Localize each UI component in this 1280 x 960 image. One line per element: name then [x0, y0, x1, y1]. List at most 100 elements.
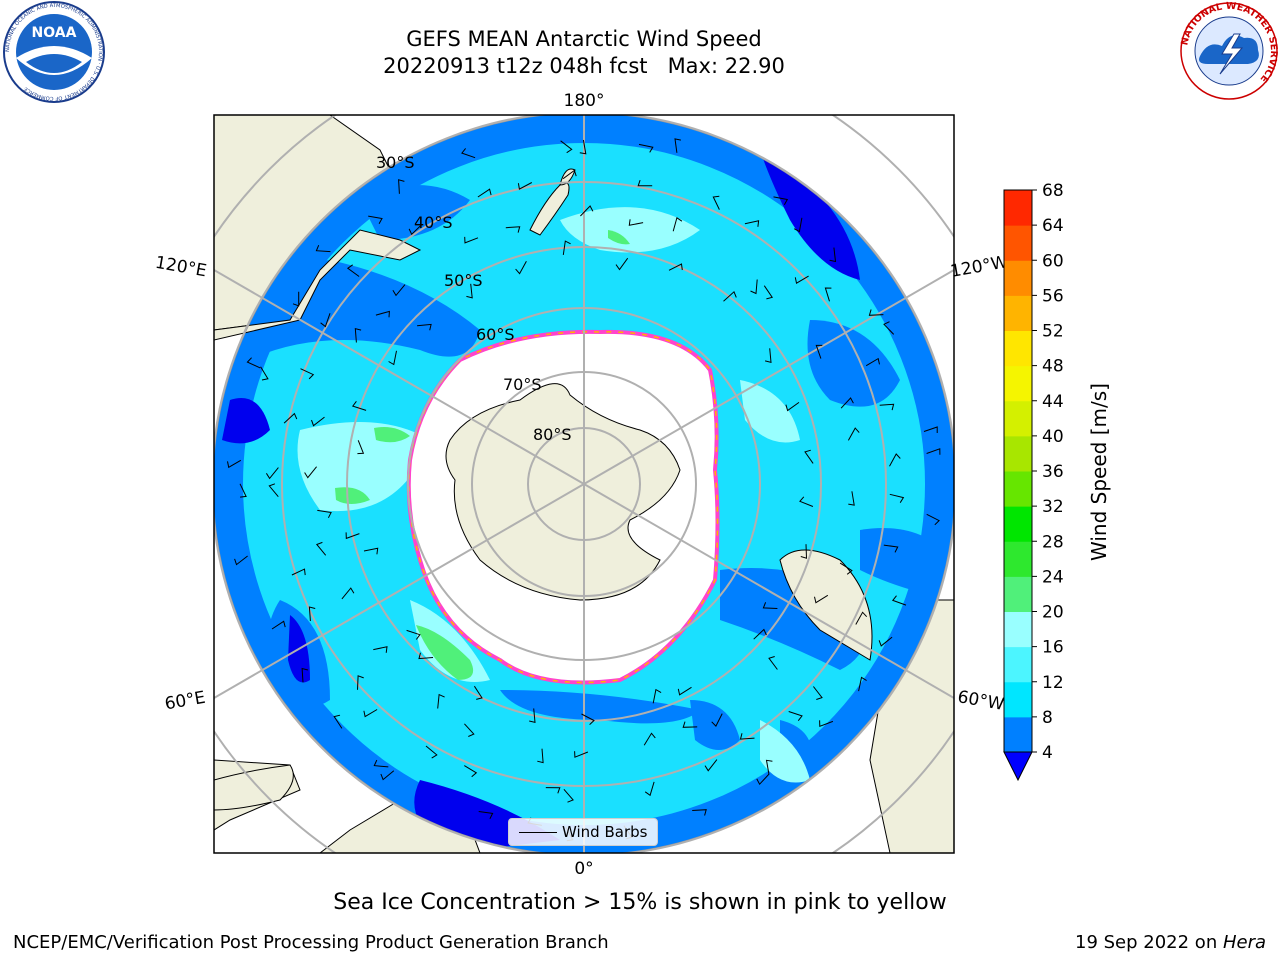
wind-barb [637, 179, 653, 187]
wind-barb [785, 401, 800, 412]
colorbar-tick-label: 40 [1042, 427, 1064, 447]
wind-barb [563, 788, 574, 803]
wind-barb [739, 733, 755, 740]
wind-barb [764, 348, 772, 363]
colorbar-tick-label: 68 [1042, 181, 1064, 201]
colorbar-tick-label: 4 [1042, 743, 1053, 763]
wind-barb [574, 751, 589, 758]
wind-barb [762, 602, 778, 609]
wind-barb [750, 279, 758, 295]
wind-barb [311, 416, 325, 427]
wind-barb [315, 541, 327, 556]
wind-barb [652, 688, 662, 704]
wind-barb [889, 493, 905, 503]
wind-barb [418, 652, 434, 660]
colorbar-segment [1004, 225, 1032, 261]
wind-barb [464, 723, 475, 737]
map-title: GEFS MEAN Antarctic Wind Speed [406, 27, 762, 51]
colorbar-tick-label: 32 [1042, 497, 1064, 517]
wind-barb [368, 215, 383, 224]
wind-barb [788, 711, 803, 722]
wind-barb [868, 309, 884, 316]
wind-barb [373, 646, 388, 653]
wind-barb [644, 781, 655, 797]
wind-barb [855, 611, 868, 625]
wind-barb [668, 263, 683, 271]
wind-barb [363, 709, 378, 718]
wind-barb [260, 366, 269, 381]
lat-label-30s: 30°S [376, 153, 415, 172]
wind-barb [333, 714, 343, 729]
wind-barb [643, 732, 656, 746]
wind-barb [581, 713, 595, 725]
lat-label-70s: 70°S [503, 375, 542, 394]
wind-barb [879, 403, 895, 411]
wind-barb [628, 219, 644, 226]
wind-barb [291, 568, 306, 576]
wind-barb [363, 547, 379, 555]
wind-barb [579, 139, 587, 155]
wind-barb [398, 179, 405, 194]
legend-label: Wind Barbs [562, 823, 648, 841]
colorbar-segment [1004, 330, 1032, 367]
colorbar-segment [1004, 541, 1032, 577]
lon-label-0: 0° [574, 859, 593, 879]
wind-barb [847, 427, 860, 441]
colorbar-extend-min [1003, 751, 1033, 782]
lat-label-40s: 40°S [414, 213, 453, 232]
caption: Sea Ice Concentration > 15% is shown in … [333, 890, 947, 915]
colorbar-segment [1004, 295, 1032, 331]
wind-barb [814, 594, 829, 604]
wind-barb [615, 257, 629, 271]
wind-barb [711, 713, 723, 727]
wind-barb [227, 459, 242, 469]
wind-barb [794, 275, 809, 284]
wind-barb [891, 595, 907, 606]
wind-barb [283, 412, 298, 424]
wind-barb [712, 195, 720, 210]
colorbar-segment [1004, 400, 1032, 437]
lon-label-180: 180° [564, 91, 605, 111]
wind-barb [345, 532, 360, 540]
lat-label-50s: 50°S [444, 271, 483, 290]
wind-barb [392, 284, 406, 297]
wind-barb [815, 344, 823, 359]
wind-barb [464, 765, 478, 778]
wind-barb [756, 773, 770, 786]
wind-barb [265, 467, 279, 480]
wind-barb [301, 667, 309, 683]
wind-barb [753, 628, 767, 640]
wind-barb [417, 323, 432, 331]
wind-barb [926, 448, 941, 455]
colorbar-tick-label: 12 [1042, 673, 1064, 693]
colorbar-segment [1004, 611, 1032, 648]
wind-barb [537, 748, 544, 764]
wind-barb [839, 562, 853, 575]
wind-barb [320, 313, 331, 328]
lon-label-60w: 60°W [956, 687, 1006, 715]
wind-barb [824, 287, 832, 302]
footer-date-text: 19 Sep 2022 on [1075, 932, 1223, 953]
colorbar-tick-label: 8 [1042, 708, 1053, 728]
wind-barbs [227, 138, 941, 842]
wind-barb [517, 182, 533, 190]
wind-barb [464, 236, 479, 244]
graticule [214, 115, 954, 853]
wind-barb [478, 811, 494, 820]
wind-barb [560, 140, 573, 154]
wind-barb [692, 809, 707, 816]
wind-barb [926, 513, 940, 526]
colorbar-tick-label: 52 [1042, 322, 1064, 342]
wind-barb [580, 205, 594, 217]
wind-barb [357, 440, 365, 455]
wind-barbs-legend: Wind Barbs [508, 818, 658, 846]
wind-barb [357, 675, 364, 690]
colorbar-segment [1004, 435, 1032, 472]
wind-barb [768, 656, 778, 670]
wind-barb [473, 685, 483, 700]
wind-barb [765, 759, 773, 775]
colorbar-segment [1004, 576, 1032, 612]
wind-barb [271, 620, 286, 630]
colorbar-tick-label: 24 [1042, 567, 1064, 587]
wind-barb [292, 291, 300, 307]
